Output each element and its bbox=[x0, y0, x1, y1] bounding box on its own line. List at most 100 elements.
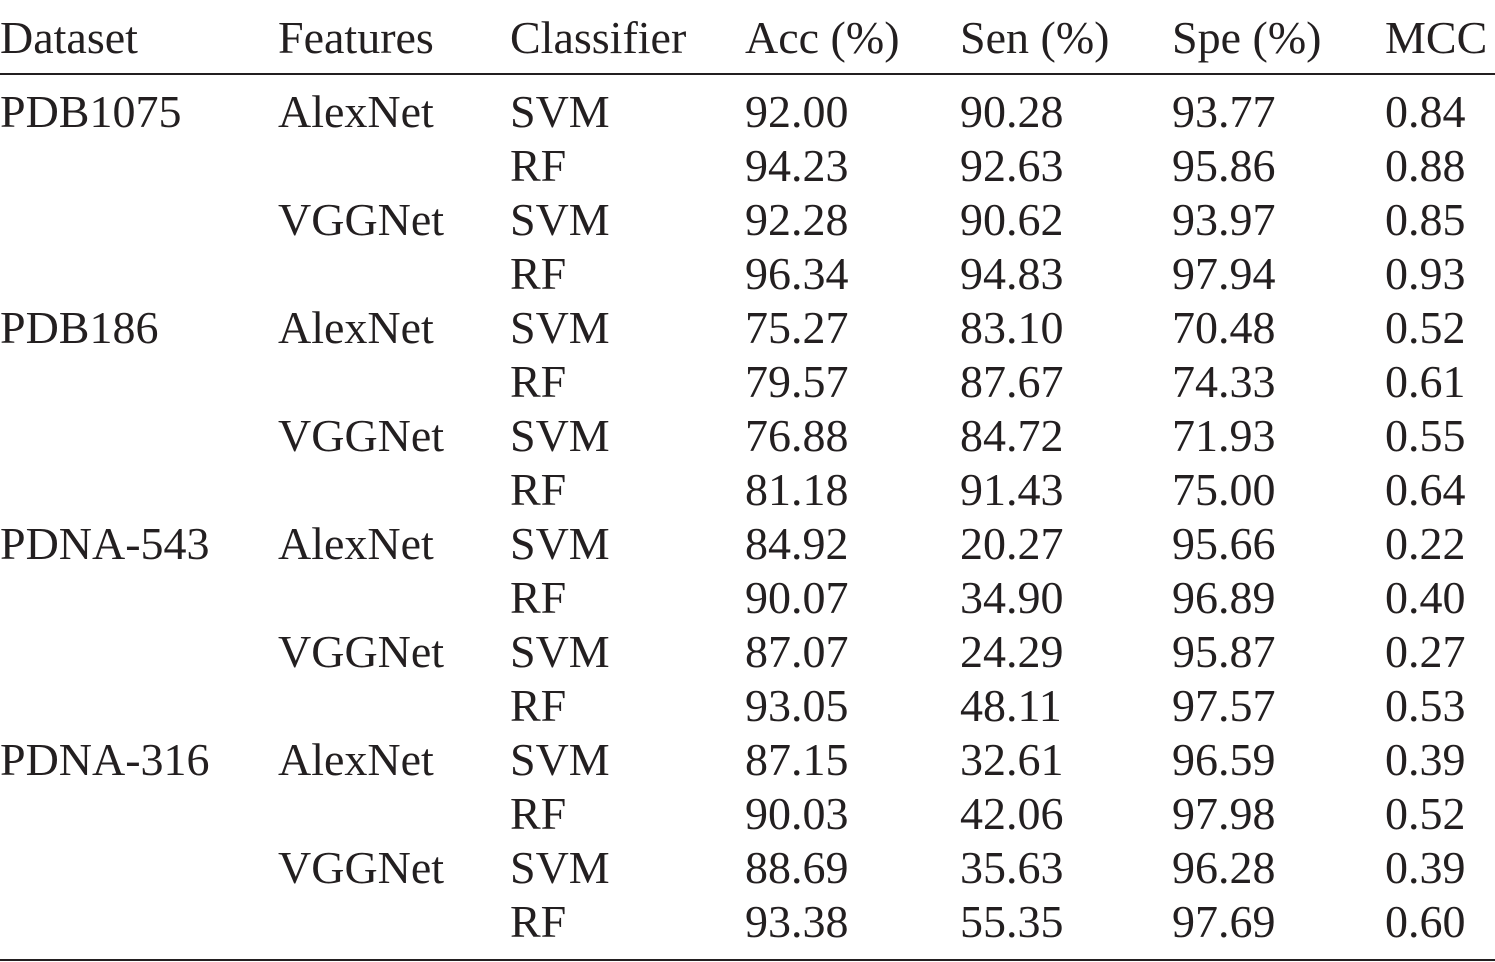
metric-value: 71.93 bbox=[1172, 410, 1276, 461]
feature-name: AlexNet bbox=[278, 86, 434, 137]
classifier-name: RF bbox=[510, 788, 567, 839]
metric-value: 87.67 bbox=[960, 356, 1064, 407]
metric-value: 97.98 bbox=[1172, 788, 1276, 839]
metric-value: 0.27 bbox=[1385, 626, 1466, 677]
metric-value: 96.34 bbox=[745, 248, 849, 299]
metric-value: 84.92 bbox=[745, 518, 849, 569]
metric-value: 55.35 bbox=[960, 896, 1064, 947]
metric-value: 0.52 bbox=[1385, 302, 1466, 353]
metric-value: 34.90 bbox=[960, 572, 1064, 623]
metric-value: 90.07 bbox=[745, 572, 849, 623]
metric-value: 95.87 bbox=[1172, 626, 1276, 677]
metric-value: 0.22 bbox=[1385, 518, 1466, 569]
metric-value: 87.07 bbox=[745, 626, 849, 677]
metric-value: 74.33 bbox=[1172, 356, 1276, 407]
metric-value: 0.39 bbox=[1385, 734, 1466, 785]
classifier-name: RF bbox=[510, 896, 567, 947]
dataset-name: PDNA-316 bbox=[0, 734, 210, 785]
metric-value: 48.11 bbox=[960, 680, 1062, 731]
dataset-name: PDB186 bbox=[0, 302, 159, 353]
metric-value: 97.69 bbox=[1172, 896, 1276, 947]
metric-value: 83.10 bbox=[960, 302, 1064, 353]
metric-value: 0.53 bbox=[1385, 680, 1466, 731]
metric-value: 0.85 bbox=[1385, 194, 1466, 245]
metric-value: 20.27 bbox=[960, 518, 1064, 569]
column-header: Acc (%) bbox=[745, 12, 900, 63]
metric-value: 91.43 bbox=[960, 464, 1064, 515]
metric-value: 93.97 bbox=[1172, 194, 1276, 245]
column-header: MCC bbox=[1385, 12, 1488, 63]
metric-value: 79.57 bbox=[745, 356, 849, 407]
column-header: Classifier bbox=[510, 12, 687, 63]
metric-value: 0.39 bbox=[1385, 842, 1466, 893]
metric-value: 95.66 bbox=[1172, 518, 1276, 569]
metric-value: 90.03 bbox=[745, 788, 849, 839]
column-header: Dataset bbox=[0, 12, 138, 63]
metric-value: 95.86 bbox=[1172, 140, 1276, 191]
metric-value: 24.29 bbox=[960, 626, 1064, 677]
classifier-name: RF bbox=[510, 140, 567, 191]
metric-value: 75.27 bbox=[745, 302, 849, 353]
metric-value: 96.28 bbox=[1172, 842, 1276, 893]
header-rule bbox=[0, 73, 1495, 75]
metric-value: 0.64 bbox=[1385, 464, 1466, 515]
metric-value: 94.83 bbox=[960, 248, 1064, 299]
metric-value: 87.15 bbox=[745, 734, 849, 785]
classifier-name: SVM bbox=[510, 194, 610, 245]
metric-value: 88.69 bbox=[745, 842, 849, 893]
metric-value: 93.77 bbox=[1172, 86, 1276, 137]
column-header: Sen (%) bbox=[960, 12, 1110, 63]
metric-value: 0.60 bbox=[1385, 896, 1466, 947]
metric-value: 92.63 bbox=[960, 140, 1064, 191]
dataset-name: PDNA-543 bbox=[0, 518, 210, 569]
feature-name: AlexNet bbox=[278, 734, 434, 785]
metric-value: 0.55 bbox=[1385, 410, 1466, 461]
classifier-name: RF bbox=[510, 572, 567, 623]
metric-value: 84.72 bbox=[960, 410, 1064, 461]
metric-value: 75.00 bbox=[1172, 464, 1276, 515]
metric-value: 42.06 bbox=[960, 788, 1064, 839]
metric-value: 0.88 bbox=[1385, 140, 1466, 191]
metric-value: 0.40 bbox=[1385, 572, 1466, 623]
metric-value: 0.93 bbox=[1385, 248, 1466, 299]
column-header: Features bbox=[278, 12, 434, 63]
classifier-name: SVM bbox=[510, 86, 610, 137]
classifier-name: SVM bbox=[510, 734, 610, 785]
metric-value: 0.61 bbox=[1385, 356, 1466, 407]
classifier-name: RF bbox=[510, 356, 567, 407]
feature-name: AlexNet bbox=[278, 302, 434, 353]
metric-value: 97.57 bbox=[1172, 680, 1276, 731]
metric-value: 92.00 bbox=[745, 86, 849, 137]
feature-name: VGGNet bbox=[278, 410, 445, 461]
classifier-name: RF bbox=[510, 680, 567, 731]
column-header: Spe (%) bbox=[1172, 12, 1322, 63]
classifier-name: SVM bbox=[510, 842, 610, 893]
feature-name: VGGNet bbox=[278, 842, 445, 893]
metric-value: 70.48 bbox=[1172, 302, 1276, 353]
metric-value: 96.59 bbox=[1172, 734, 1276, 785]
metric-value: 90.28 bbox=[960, 86, 1064, 137]
metric-value: 76.88 bbox=[745, 410, 849, 461]
metric-value: 93.05 bbox=[745, 680, 849, 731]
metric-value: 92.28 bbox=[745, 194, 849, 245]
metric-value: 35.63 bbox=[960, 842, 1064, 893]
metric-value: 32.61 bbox=[960, 734, 1064, 785]
metric-value: 96.89 bbox=[1172, 572, 1276, 623]
dataset-name: PDB1075 bbox=[0, 86, 182, 137]
metric-value: 90.62 bbox=[960, 194, 1064, 245]
metric-value: 81.18 bbox=[745, 464, 849, 515]
metric-value: 93.38 bbox=[745, 896, 849, 947]
classifier-name: RF bbox=[510, 248, 567, 299]
classifier-name: SVM bbox=[510, 410, 610, 461]
classifier-name: SVM bbox=[510, 518, 610, 569]
metric-value: 0.84 bbox=[1385, 86, 1466, 137]
feature-name: AlexNet bbox=[278, 518, 434, 569]
classifier-name: SVM bbox=[510, 626, 610, 677]
metric-value: 94.23 bbox=[745, 140, 849, 191]
metric-value: 97.94 bbox=[1172, 248, 1276, 299]
feature-name: VGGNet bbox=[278, 626, 445, 677]
classifier-name: SVM bbox=[510, 302, 610, 353]
feature-name: VGGNet bbox=[278, 194, 445, 245]
metric-value: 0.52 bbox=[1385, 788, 1466, 839]
